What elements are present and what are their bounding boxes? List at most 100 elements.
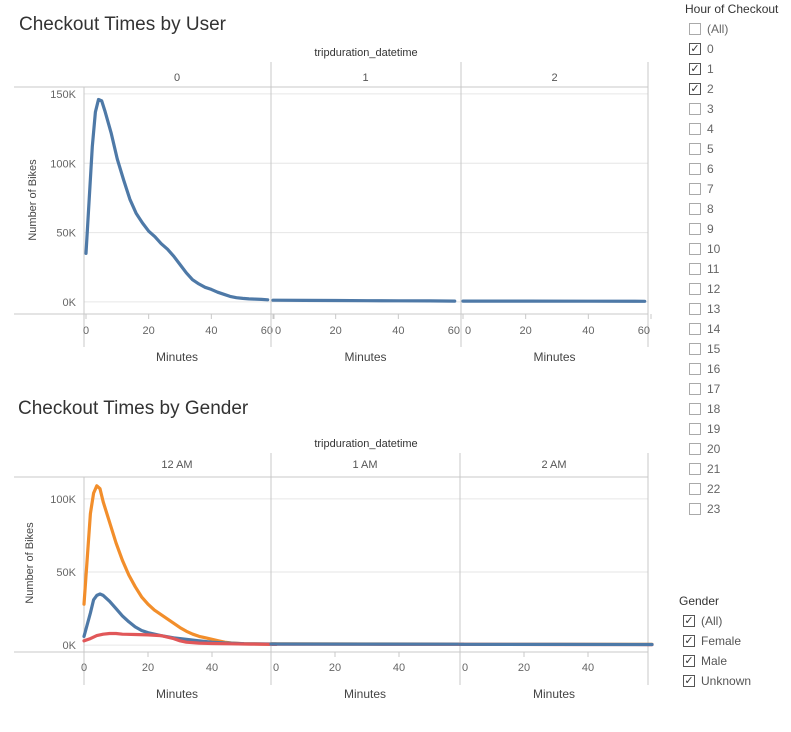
checkbox[interactable] [689,203,701,215]
hour-option-7[interactable]: 7 [689,179,778,199]
hour-option-label: (All) [707,22,729,36]
hour-option-11[interactable]: 11 [689,259,778,279]
panel-header-label: 0 [174,72,180,84]
x-tick-label: 20 [329,662,341,674]
hour-option-22[interactable]: 22 [689,479,778,499]
checkbox[interactable] [689,383,701,395]
x-tick-label: 40 [582,325,594,337]
hour-option-10[interactable]: 10 [689,239,778,259]
hour-option-label: 7 [707,182,714,196]
hour-option-6[interactable]: 6 [689,159,778,179]
hour-option-label: 17 [707,382,721,396]
x-tick-label: 0 [83,325,89,337]
checkbox[interactable] [689,403,701,415]
hour-option-9[interactable]: 9 [689,219,778,239]
checkbox[interactable] [689,343,701,355]
series-line-user [271,298,457,303]
hour-option-14[interactable]: 14 [689,319,778,339]
checkbox[interactable] [689,103,701,115]
checkbox[interactable] [689,363,701,375]
hour-option-label: 8 [707,202,714,216]
hour-option-5[interactable]: 5 [689,139,778,159]
hour-option-16[interactable]: 16 [689,359,778,379]
hour-option-label: 1 [707,62,714,76]
x-axis-label: Minutes [533,350,575,364]
hour-option-all[interactable]: (All) [689,19,778,39]
checkbox[interactable] [689,163,701,175]
hour-option-label: 9 [707,222,714,236]
checkbox[interactable]: ✓ [683,675,695,687]
hour-option-0[interactable]: ✓ 0 [689,39,778,59]
hour-option-label: 16 [707,362,721,376]
checkbox[interactable] [689,483,701,495]
checkbox[interactable] [689,243,701,255]
hour-option-18[interactable]: 18 [689,399,778,419]
gender-option-all[interactable]: ✓ (All) [683,611,751,631]
hour-option-1[interactable]: ✓ 1 [689,59,778,79]
hour-option-23[interactable]: 23 [689,499,778,519]
chart-title-user: Checkout Times by User [19,14,226,35]
hour-option-label: 11 [707,262,720,276]
hour-option-17[interactable]: 17 [689,379,778,399]
series-line-user [84,97,270,302]
hour-option-label: 5 [707,142,714,156]
hour-option-20[interactable]: 20 [689,439,778,459]
y-tick-label: 50K [56,567,76,579]
hour-option-4[interactable]: 4 [689,119,778,139]
checkbox[interactable] [689,183,701,195]
checkbox[interactable] [689,323,701,335]
gender-option-male[interactable]: ✓ Male [683,651,751,671]
hour-option-label: 22 [707,482,721,496]
hour-option-label: 21 [707,462,721,476]
checkbox[interactable] [689,263,701,275]
column-header-title: tripduration_datetime [314,47,417,59]
checkbox[interactable] [689,463,701,475]
checkbox[interactable] [689,303,701,315]
checkbox[interactable]: ✓ [683,615,695,627]
checkbox[interactable] [689,143,701,155]
x-tick-label: 0 [465,325,471,337]
checkbox[interactable] [689,423,701,435]
hour-option-15[interactable]: 15 [689,339,778,359]
x-axis-label: Minutes [344,687,386,701]
checkbox[interactable] [689,223,701,235]
checkbox[interactable]: ✓ [689,43,701,55]
gender-option-unknown[interactable]: ✓ Unknown [683,671,751,691]
x-tick-label: 60 [261,325,273,337]
x-axis-label: Minutes [344,350,386,364]
hour-option-8[interactable]: 8 [689,199,778,219]
hour-option-label: 20 [707,442,721,456]
checkbox[interactable] [689,443,701,455]
hour-option-2[interactable]: ✓ 2 [689,79,778,99]
x-tick-label: 60 [638,325,650,337]
x-axis-label: Minutes [156,350,198,364]
x-tick-label: 40 [205,325,217,337]
checkbox[interactable]: ✓ [689,83,701,95]
x-tick-label: 20 [142,662,154,674]
hour-option-19[interactable]: 19 [689,419,778,439]
y-tick-label: 0K [63,297,77,309]
y-tick-label: 150K [50,89,76,101]
hour-option-label: 18 [707,402,721,416]
checkbox[interactable] [689,503,701,515]
checkbox[interactable] [689,283,701,295]
gender-option-female[interactable]: ✓ Female [683,631,751,651]
panel-header-label: 12 AM [161,459,192,471]
checkbox[interactable]: ✓ [683,635,695,647]
hour-option-13[interactable]: 13 [689,299,778,319]
y-tick-label: 0K [63,640,77,652]
checkbox[interactable]: ✓ [689,63,701,75]
hour-option-12[interactable]: 12 [689,279,778,299]
checkbox[interactable] [689,23,701,35]
hour-option-label: 14 [707,322,721,336]
column-header-title: tripduration_datetime [314,438,417,450]
x-axis-label: Minutes [533,687,575,701]
hour-option-label: 19 [707,422,721,436]
checkbox[interactable]: ✓ [683,655,695,667]
hour-option-21[interactable]: 21 [689,459,778,479]
hour-option-label: 15 [707,342,721,356]
hour-option-label: 23 [707,502,721,516]
hour-option-3[interactable]: 3 [689,99,778,119]
hour-option-label: 12 [707,282,721,296]
checkbox[interactable] [689,123,701,135]
